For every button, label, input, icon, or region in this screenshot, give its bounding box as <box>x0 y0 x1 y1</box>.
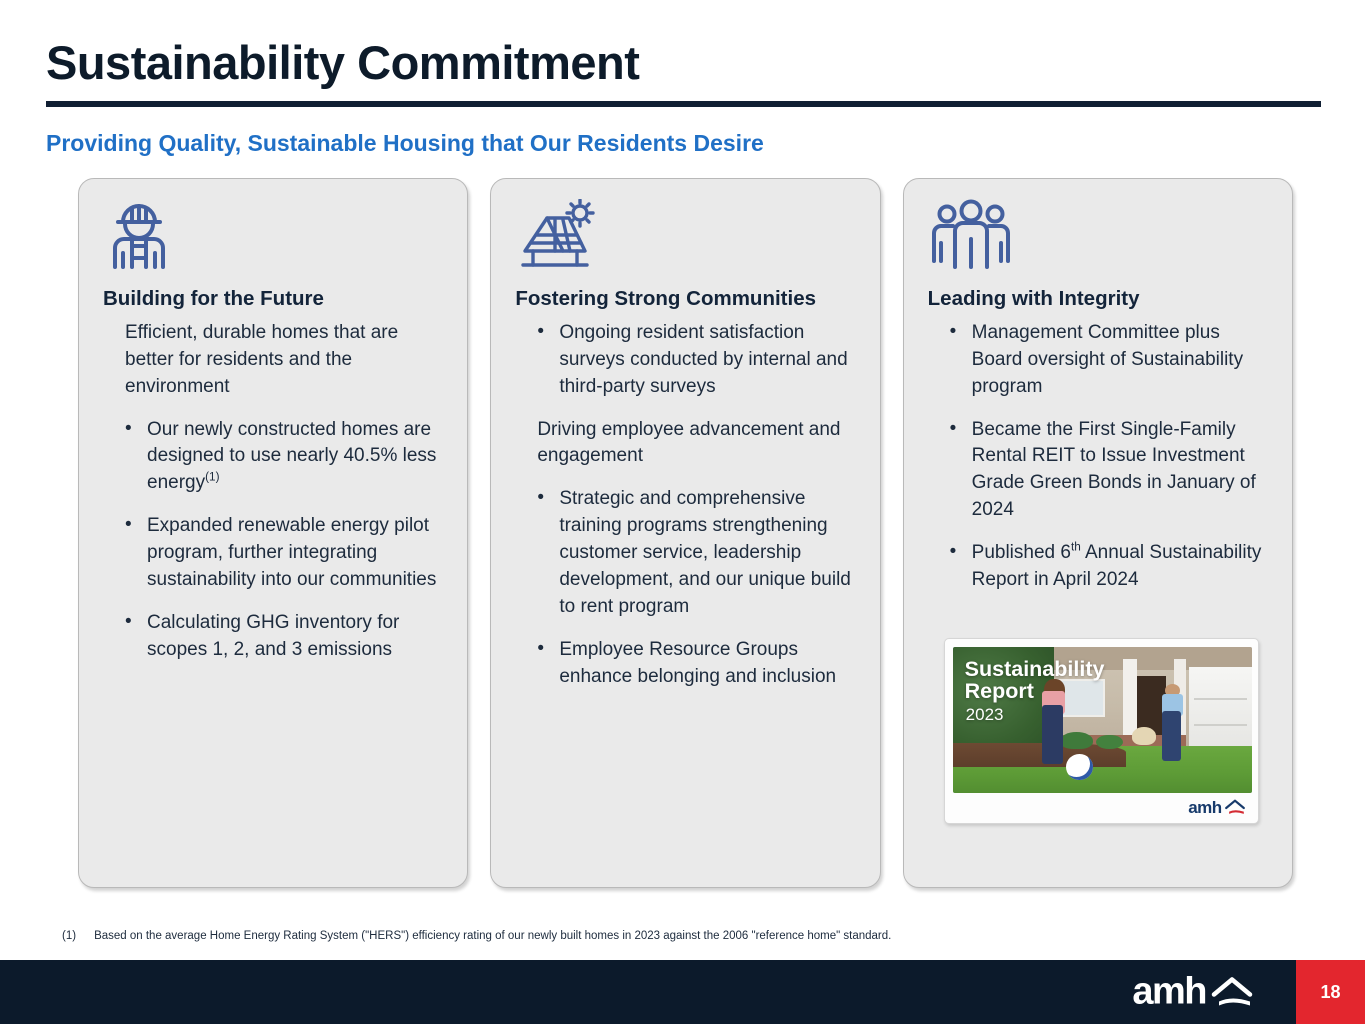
card-heading: Leading with Integrity <box>927 287 1140 310</box>
photo-shrub <box>1096 734 1124 750</box>
card-building-for-the-future[interactable]: Building for the Future Efficient, durab… <box>78 178 469 888</box>
photo-boy <box>1164 683 1180 697</box>
house-roof-icon <box>1224 799 1245 814</box>
list-item: Published 6th Annual Sustainability Repo… <box>950 539 1274 594</box>
list-item: Ongoing resident satisfaction surveys co… <box>537 319 861 401</box>
footnote: (1) Based on the average Home Energy Rat… <box>62 930 891 942</box>
ordinal-suffix: th <box>1070 541 1081 555</box>
solar-house-icon <box>517 199 861 285</box>
card-paragraph: Efficient, durable homes that are better… <box>125 321 399 397</box>
card-body: Management Committee plus Board oversigh… <box>928 319 1274 595</box>
report-amh-logo: amh <box>1188 798 1245 818</box>
construction-worker-icon <box>105 199 449 285</box>
card-bullet-list-bottom: Strategic and comprehensive training pro… <box>515 485 861 691</box>
card-bullet-list-top: Ongoing resident satisfaction surveys co… <box>515 319 861 401</box>
amh-logo: amh <box>1132 971 1255 1014</box>
page-title: Sustainability Commitment <box>46 36 640 89</box>
card-leading-with-integrity[interactable]: Leading with Integrity Management Commit… <box>902 178 1293 888</box>
photo-dog <box>1132 727 1156 745</box>
amh-wordmark: amh <box>1188 798 1222 817</box>
list-item: Employee Resource Groups enhance belongi… <box>537 636 861 691</box>
people-group-icon <box>930 199 1274 285</box>
list-item: Management Committee plus Board oversigh… <box>950 319 1274 401</box>
card-body: Ongoing resident satisfaction surveys co… <box>515 319 861 692</box>
footer-bar: amh 18 <box>0 960 1365 1024</box>
list-item: Became the First Single-Family Rental RE… <box>950 416 1274 525</box>
card-bullet-list: Management Committee plus Board oversigh… <box>928 319 1274 595</box>
pillar-cards-row: Building for the Future Efficient, durab… <box>78 178 1293 888</box>
footnote-text: Based on the average Home Energy Rating … <box>94 930 892 942</box>
list-item: Strategic and comprehensive training pro… <box>537 485 861 621</box>
sustainability-report-thumbnail[interactable]: Sustainability Report 2023 amh <box>943 638 1259 824</box>
report-title-line1: Sustainability <box>964 657 1105 681</box>
card-fostering-strong-communities[interactable]: Fostering Strong Communities Ongoing res… <box>490 178 881 888</box>
photo-garage-door <box>1188 667 1252 758</box>
page-subtitle: Providing Quality, Sustainable Housing t… <box>46 130 764 156</box>
photo-trees <box>952 647 1055 756</box>
report-year: 2023 <box>965 705 1004 724</box>
list-item: Calculating GHG inventory for scopes 1, … <box>125 609 449 664</box>
bullet-text-after: Annual Sustainability Report in April 20… <box>971 542 1262 591</box>
bullet-text: Our newly constructed homes are designed… <box>147 418 437 494</box>
footnote-marker: (1) <box>62 930 77 942</box>
card-paragraph: Driving employee advancement and engagem… <box>537 418 841 467</box>
photo-roofline <box>1042 647 1252 671</box>
photo-shrub <box>1060 731 1094 750</box>
amh-wordmark: amh <box>1132 970 1207 1013</box>
list-item: Expanded renewable energy pilot program,… <box>125 512 449 594</box>
report-title-overlay: Sustainability Report <box>964 657 1105 703</box>
photo-window <box>1057 679 1106 718</box>
photo-soccer-ball <box>1066 753 1094 780</box>
title-divider <box>46 101 1321 107</box>
bullet-text: Published 6 <box>971 542 1071 564</box>
list-item: Our newly constructed homes are designed… <box>125 416 449 498</box>
report-title-line2: Report <box>964 678 1034 703</box>
photo-girl <box>1042 705 1064 764</box>
card-heading: Fostering Strong Communities <box>515 287 817 310</box>
card-heading: Building for the Future <box>103 287 324 310</box>
photo-boy <box>1161 711 1182 761</box>
card-bullet-list: Our newly constructed homes are designed… <box>103 416 449 665</box>
house-roof-icon <box>1211 976 1253 1005</box>
page-number-badge: 18 <box>1296 960 1365 1024</box>
photo-boy <box>1161 693 1183 716</box>
report-cover-photo: Sustainability Report 2023 <box>952 647 1252 793</box>
footnote-ref[interactable]: (1) <box>205 471 220 485</box>
card-body: Efficient, durable homes that are better… <box>103 320 449 665</box>
